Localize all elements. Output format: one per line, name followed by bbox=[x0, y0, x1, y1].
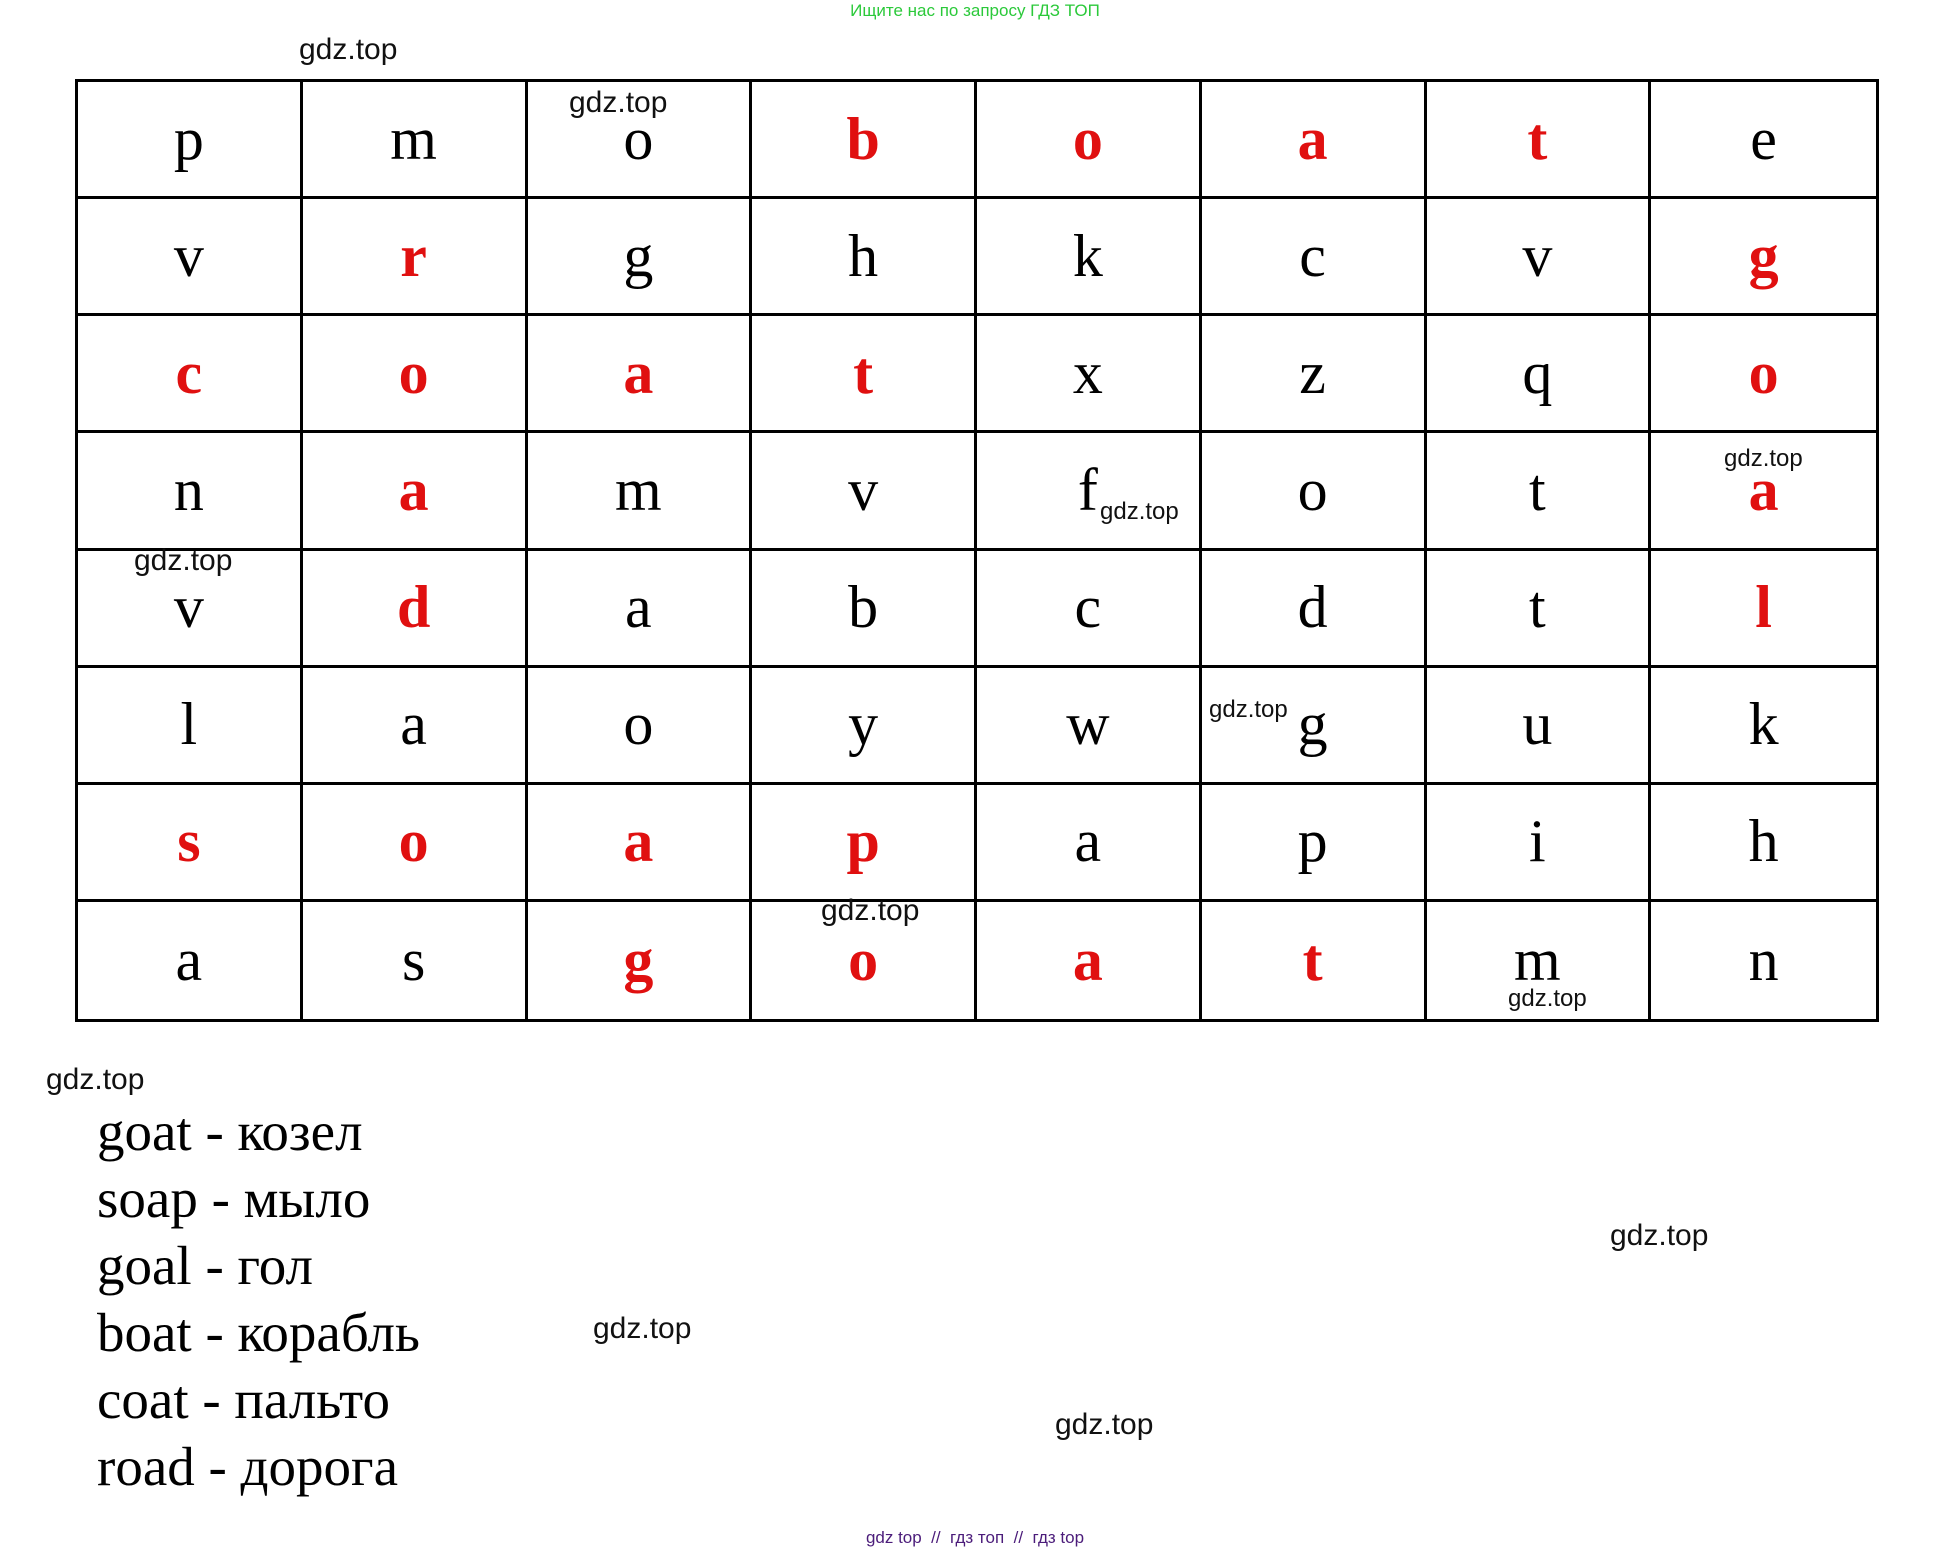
word-translation: goat - козел bbox=[97, 1101, 363, 1162]
grid-cell: v bbox=[78, 550, 303, 668]
grid-cell: y bbox=[752, 667, 977, 785]
word-translation: soap - мыло bbox=[97, 1168, 371, 1229]
grid-cell: f bbox=[977, 433, 1202, 551]
word-translation: coat - пальто bbox=[97, 1369, 390, 1430]
grid-cell: g bbox=[527, 199, 753, 317]
grid-cell: x bbox=[977, 316, 1202, 434]
grid-cell: v bbox=[752, 433, 977, 551]
watermark: gdz.top bbox=[134, 544, 233, 577]
footer-links: gdz top // гдз топ // гдз top bbox=[865, 1528, 1085, 1547]
grid-cell: m bbox=[1427, 901, 1652, 1019]
grid-cell: u bbox=[1426, 667, 1652, 785]
grid-cell: v bbox=[78, 199, 303, 317]
grid-cell: c bbox=[977, 550, 1202, 668]
grid-cell: e bbox=[1651, 82, 1876, 200]
grid-cell: g bbox=[1651, 199, 1876, 317]
grid-cell: a bbox=[527, 550, 753, 668]
watermark: gdz.top bbox=[1055, 1408, 1154, 1441]
grid-cell: o bbox=[527, 82, 753, 200]
word-translation: road - дорога bbox=[97, 1436, 398, 1497]
grid-cell: k bbox=[1651, 668, 1876, 785]
grid-cell: d bbox=[1201, 550, 1427, 668]
grid-cell: o bbox=[302, 316, 528, 434]
grid-cell: p bbox=[752, 784, 977, 902]
grid-cell: p bbox=[1201, 784, 1427, 902]
grid-cell: l bbox=[1651, 551, 1876, 668]
grid-cell: a bbox=[302, 667, 528, 785]
grid-cell: a bbox=[302, 433, 528, 551]
watermark: gdz.top bbox=[299, 33, 398, 66]
grid-cell: o bbox=[527, 667, 753, 785]
grid-cell: t bbox=[1426, 433, 1652, 551]
grid-cell: r bbox=[302, 199, 528, 317]
grid-cell: a bbox=[527, 784, 753, 902]
grid-cell: n bbox=[1748, 926, 1779, 993]
grid-cell: d bbox=[302, 550, 528, 668]
grid-cell: h bbox=[1651, 785, 1876, 902]
watermark: gdz.top bbox=[1610, 1219, 1709, 1252]
grid-cell: a bbox=[977, 901, 1202, 1019]
watermark: gdz.top bbox=[1724, 445, 1803, 472]
grid-cell: a bbox=[1201, 82, 1427, 200]
grid-cell: v bbox=[1426, 199, 1652, 317]
grid-cell: m bbox=[302, 82, 528, 200]
grid-cell: z bbox=[1201, 316, 1427, 434]
watermark: gdz.top bbox=[569, 86, 668, 119]
grid-cell: a bbox=[527, 316, 753, 434]
watermark: gdz.top bbox=[1100, 498, 1179, 525]
grid-cell: t bbox=[752, 316, 977, 434]
grid-cell: t bbox=[1426, 550, 1652, 668]
grid-cell: h bbox=[752, 199, 977, 317]
watermark: gdz.top bbox=[1508, 985, 1587, 1012]
word-list: goat - козел soap - мыло goal - гол boat - … bbox=[97, 1098, 420, 1500]
search-banner: Ищите нас по запросу ГДЗ ТОП bbox=[850, 1, 1100, 20]
grid-cell: g bbox=[528, 901, 753, 1019]
watermark: gdz.top bbox=[1209, 696, 1288, 723]
grid-cell: t bbox=[1426, 82, 1652, 200]
grid-cell: s bbox=[78, 784, 303, 902]
grid-cell: c bbox=[78, 316, 303, 434]
grid-cell: n bbox=[78, 433, 303, 551]
grid-cell: b bbox=[752, 82, 977, 200]
watermark: gdz.top bbox=[821, 894, 920, 927]
watermark: gdz.top bbox=[593, 1312, 692, 1345]
grid-cell: o bbox=[1651, 316, 1876, 434]
grid-cell: o bbox=[752, 901, 977, 1019]
grid-cell: w bbox=[977, 667, 1202, 785]
grid-cell: b bbox=[752, 550, 977, 668]
grid-cell: c bbox=[1201, 199, 1427, 317]
grid-cell: k bbox=[977, 199, 1202, 317]
grid-cell: t bbox=[1202, 901, 1427, 1019]
word-translation: goal - гол bbox=[97, 1235, 313, 1296]
grid-cell: i bbox=[1426, 784, 1652, 902]
grid-cell: o bbox=[977, 82, 1202, 200]
grid-cell: l bbox=[78, 667, 303, 785]
grid-cell: a bbox=[1651, 433, 1876, 551]
grid-cell: a bbox=[977, 784, 1202, 902]
grid-cell: o bbox=[302, 784, 528, 902]
watermark: gdz.top bbox=[46, 1063, 145, 1096]
grid-cell: p bbox=[78, 82, 303, 200]
grid-cell: q bbox=[1426, 316, 1652, 434]
grid-cell: s bbox=[303, 901, 528, 1019]
grid-cell: o bbox=[1201, 433, 1427, 551]
grid-cell: g bbox=[1201, 667, 1427, 785]
word-translation: boat - корабль bbox=[97, 1302, 420, 1363]
grid-cell: m bbox=[527, 433, 753, 551]
grid-cell: a bbox=[78, 901, 303, 1019]
